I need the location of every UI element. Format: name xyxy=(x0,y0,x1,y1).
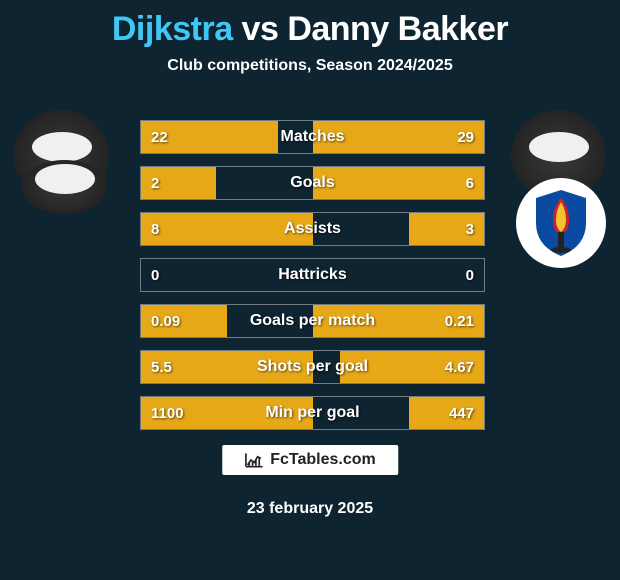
stat-value-right: 6 xyxy=(456,167,484,199)
stat-value-right: 447 xyxy=(439,397,484,429)
stat-row: 26Goals xyxy=(140,166,485,200)
player1-name: Dijkstra xyxy=(112,10,233,48)
stat-row: 0 0Hattricks xyxy=(140,258,485,292)
stat-value-right: 3 xyxy=(456,213,484,245)
stat-value-right: 0 xyxy=(456,259,484,291)
stat-value-left: 22 xyxy=(141,121,178,153)
vs-text: vs xyxy=(233,10,288,48)
stat-row: 0.090.21Goals per match xyxy=(140,304,485,338)
player2-name: Danny Bakker xyxy=(287,10,508,48)
shield-icon xyxy=(531,188,591,258)
stats-rows-container: 2229Matches26Goals83Assists00Hattricks0.… xyxy=(140,120,485,442)
chart-icon xyxy=(244,451,264,469)
branding: FcTables.com xyxy=(222,445,398,475)
subtitle: Club competitions, Season 2024/2025 xyxy=(0,57,620,75)
stat-row: 2229Matches xyxy=(140,120,485,154)
player1-avatar-secondary xyxy=(22,160,107,214)
stat-value-left: 1100 xyxy=(141,397,194,429)
stat-value-right: 4.67 xyxy=(435,351,484,383)
stat-value-left: 8 xyxy=(141,213,169,245)
stat-value-left: 0 xyxy=(141,259,169,291)
stat-value-left: 2 xyxy=(141,167,169,199)
footer-date: 23 february 2025 xyxy=(0,500,620,518)
stat-row: 5.54.67Shots per goal xyxy=(140,350,485,384)
stat-label: Hattricks xyxy=(141,259,484,291)
stat-row: 83Assists xyxy=(140,212,485,246)
stat-value-left: 0.09 xyxy=(141,305,190,337)
comparison-title: Dijkstra vs Danny Bakker xyxy=(0,0,620,49)
branding-text: FcTables.com xyxy=(270,451,376,469)
stat-value-right: 0.21 xyxy=(435,305,484,337)
stat-value-right: 29 xyxy=(447,121,484,153)
stat-row: 1100447Min per goal xyxy=(140,396,485,430)
club-badge xyxy=(516,178,606,268)
stat-value-left: 5.5 xyxy=(141,351,182,383)
